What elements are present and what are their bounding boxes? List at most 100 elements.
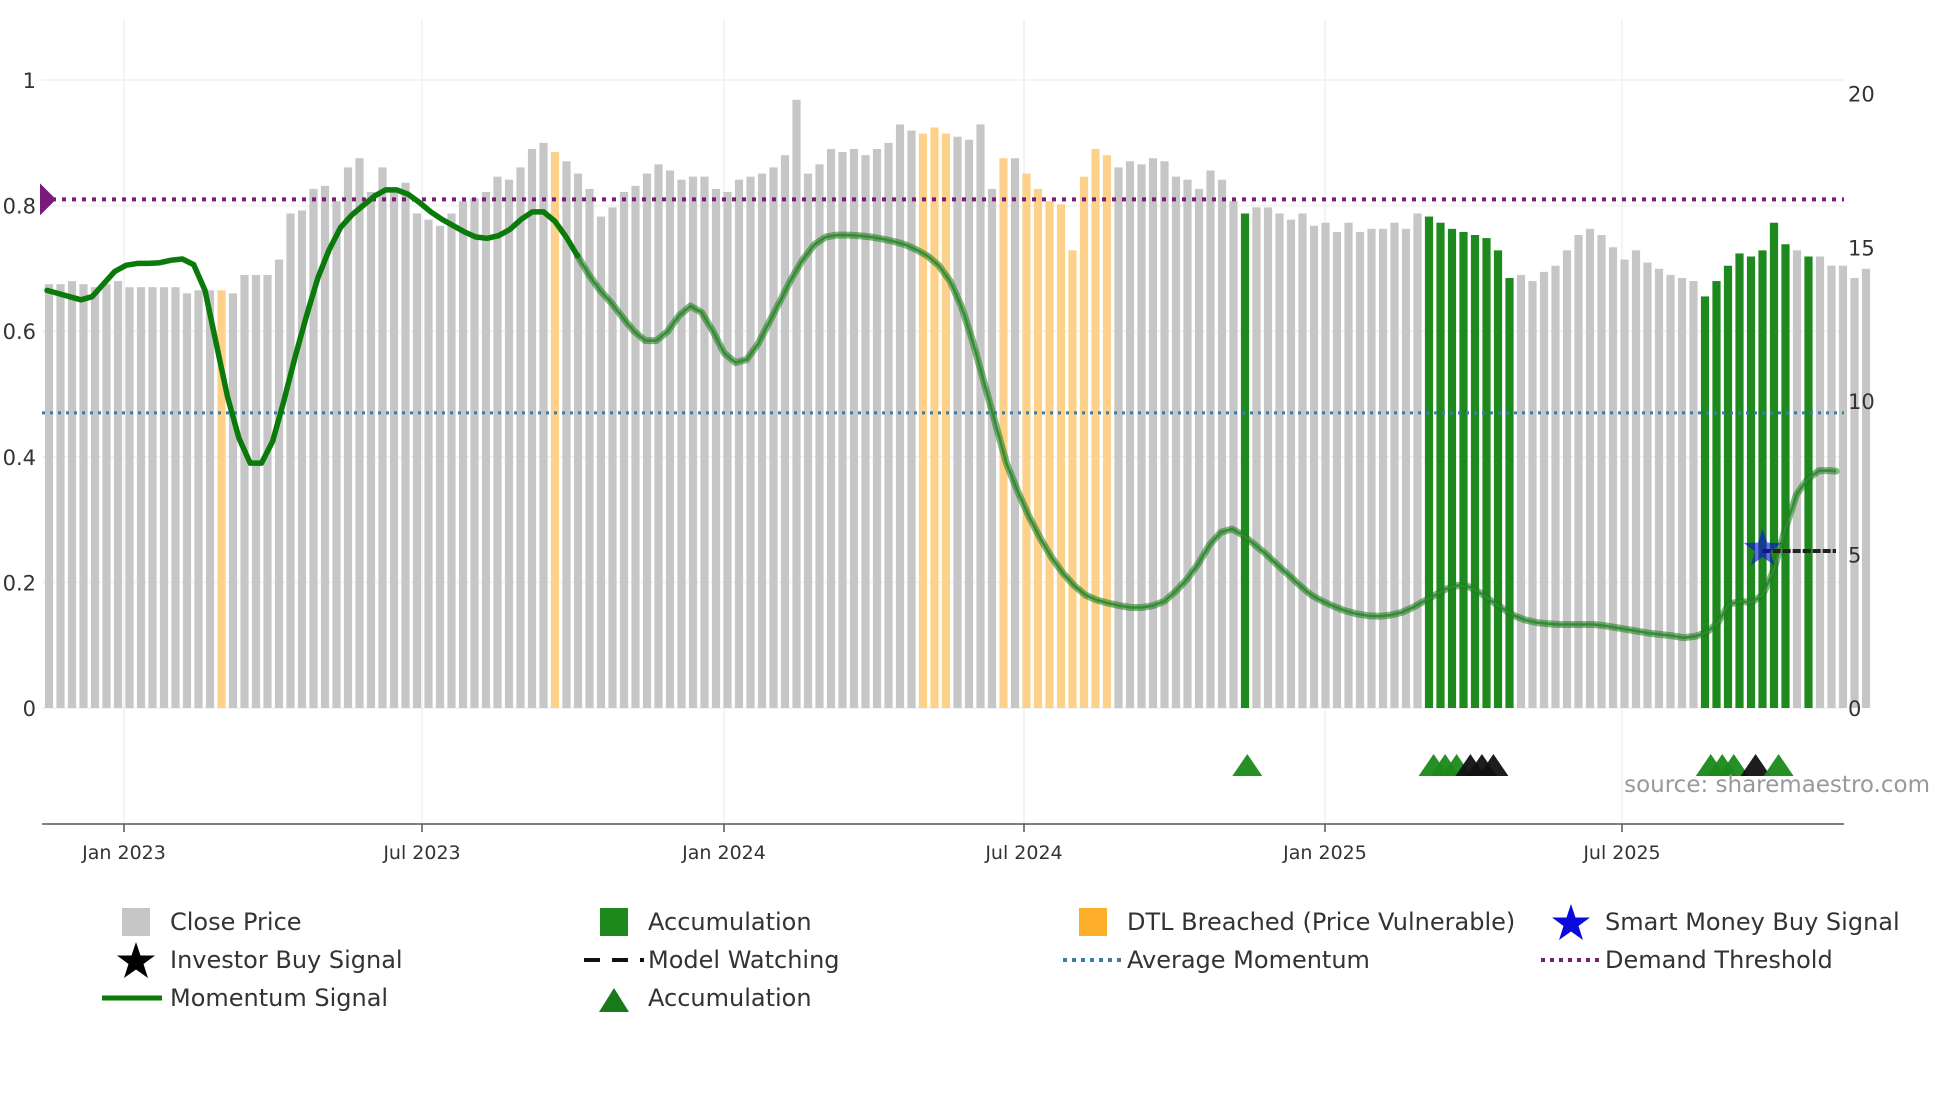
x-tick-label: Jan 2023 — [81, 842, 166, 864]
left-tick-label: 0.6 — [3, 320, 36, 344]
price-bar — [1493, 250, 1503, 708]
price-bar — [1286, 219, 1296, 708]
price-bar — [125, 287, 134, 708]
price-bar — [803, 173, 813, 709]
momentum-line — [44, 187, 581, 466]
price-bar — [1815, 256, 1825, 708]
price-bar — [320, 185, 330, 708]
price-bar — [1056, 204, 1066, 709]
price-bar — [1562, 250, 1572, 708]
price-bar — [1240, 213, 1250, 708]
price-bar — [930, 127, 939, 708]
price-bar — [1390, 222, 1399, 708]
price-bar — [1275, 213, 1284, 708]
accumulation-triangle — [1740, 754, 1771, 776]
price-bar — [1217, 179, 1227, 708]
price-bar — [332, 201, 341, 708]
price-bar — [343, 167, 353, 708]
price-bar — [1206, 170, 1215, 708]
price-bar — [1309, 225, 1319, 709]
price-bar — [815, 164, 824, 708]
price-bar — [1183, 179, 1192, 708]
price-bar — [79, 284, 88, 708]
price-bar — [56, 284, 65, 708]
price-bar — [1781, 244, 1790, 708]
price-bar — [1827, 265, 1836, 708]
price-bar — [1367, 228, 1376, 708]
price-bar — [1413, 213, 1422, 708]
price-bar — [240, 274, 249, 708]
price-bar — [159, 287, 169, 708]
price-bar — [734, 179, 744, 708]
price-bar — [1470, 235, 1480, 708]
price-bar — [700, 176, 709, 709]
price-bar — [516, 167, 525, 708]
price-bar — [1861, 268, 1871, 708]
price-bar — [1045, 201, 1054, 708]
price-bar — [619, 192, 629, 708]
accumulation-triangle — [1763, 754, 1794, 776]
right-tick-label: 5 — [1848, 543, 1861, 567]
accumulation-triangle — [1232, 754, 1263, 776]
price-bar — [493, 176, 502, 709]
price-bar — [44, 284, 54, 708]
price-bar — [1114, 167, 1123, 708]
price-bar — [1574, 235, 1583, 708]
price-bar — [792, 99, 801, 709]
price-bar — [1137, 164, 1146, 708]
x-tick-label: Jul 2025 — [1582, 842, 1660, 864]
price-bar — [458, 201, 468, 708]
price-bar — [378, 167, 387, 708]
price-bar — [1643, 262, 1652, 708]
price-bar — [355, 158, 364, 708]
price-bar — [1160, 161, 1169, 709]
momentum-signal — [44, 187, 1840, 642]
price-bar — [1654, 268, 1664, 708]
price-bar — [1551, 265, 1560, 708]
price-bar — [895, 124, 905, 708]
price-bar — [1723, 265, 1733, 708]
price-bar — [527, 149, 537, 708]
source-label: source: sharemaestro.com — [1624, 772, 1930, 798]
price-bar — [1321, 222, 1330, 708]
accumulation-triangle — [1478, 754, 1509, 776]
price-bar — [1332, 231, 1342, 708]
price-bar — [1079, 176, 1089, 709]
price-bar — [424, 219, 433, 708]
price-bar — [1505, 278, 1514, 708]
price-bar — [171, 287, 180, 708]
left-tick-label: 0.8 — [3, 195, 36, 219]
price-bar — [1689, 281, 1698, 708]
price-bar — [1631, 250, 1641, 708]
price-bar — [539, 142, 548, 708]
price-bar — [1482, 238, 1491, 709]
price-bar — [953, 136, 962, 708]
price-bar — [1608, 247, 1618, 709]
price-bar — [1033, 188, 1043, 708]
price-bar — [1712, 281, 1721, 708]
price-bar — [907, 130, 916, 709]
price-bar — [297, 210, 307, 708]
demand-threshold-marker — [40, 183, 56, 216]
price-bar — [711, 188, 721, 708]
right-tick-label: 10 — [1848, 390, 1875, 414]
price-bar — [1378, 228, 1388, 708]
price-bar — [1125, 161, 1135, 709]
price-bar — [67, 281, 77, 708]
price-bar — [1447, 228, 1457, 708]
price-bar — [1850, 278, 1859, 708]
price-bar — [1252, 207, 1261, 708]
price-bar — [1148, 158, 1158, 708]
price-bar — [274, 259, 284, 708]
price-bar — [1068, 250, 1077, 708]
price-bar — [826, 149, 836, 708]
price-bar — [976, 124, 985, 708]
price-bar — [401, 182, 410, 709]
x-tick-label: Jan 2024 — [681, 842, 766, 864]
price-bar — [918, 133, 928, 709]
price-bar — [1102, 155, 1112, 709]
price-bar — [366, 192, 376, 708]
price-bar — [769, 167, 778, 708]
